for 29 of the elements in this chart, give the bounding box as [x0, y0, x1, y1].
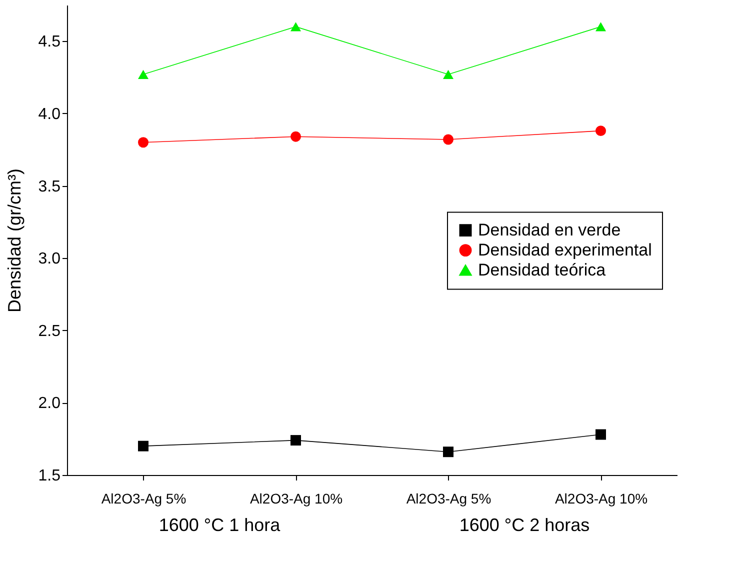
point	[443, 446, 454, 458]
point	[596, 429, 606, 440]
text: 1600 °C 2 horas	[459, 515, 590, 535]
text: 1600 °C 1 hora	[158, 515, 282, 535]
legend-label: Densidad teórica	[478, 260, 606, 280]
x-tick-label: Al2O3-Ag 5%	[406, 490, 492, 506]
point	[290, 435, 301, 446]
y-axis-title: Densidad (gr/cm³)	[4, 168, 24, 313]
legend-label: Densidad experimental	[478, 240, 652, 260]
point	[138, 440, 148, 452]
y-tick-label: 2.5	[38, 322, 61, 340]
y-tick-label: 1.5	[38, 468, 61, 484]
legend-label: Densidad en verde	[478, 220, 621, 240]
point	[596, 22, 606, 32]
point	[443, 70, 454, 79]
y-tick-label: 4.5	[38, 34, 61, 51]
y-tick-label: 3.0	[38, 250, 61, 268]
x-tick-label: Al2O3-Ag 10%	[250, 490, 343, 506]
point	[290, 22, 301, 32]
point	[443, 134, 454, 145]
point	[138, 137, 148, 148]
point	[596, 126, 606, 136]
point	[138, 70, 148, 79]
y-tick-label: 2.0	[38, 395, 61, 412]
y-tick-label: 4.0	[38, 106, 61, 123]
x-tick-label: Al2O3-Ag 5%	[101, 490, 186, 506]
y-tick-label: 3.5	[38, 178, 61, 196]
point	[290, 131, 301, 142]
x-tick-label: Al2O3-Ag 10%	[554, 490, 648, 506]
